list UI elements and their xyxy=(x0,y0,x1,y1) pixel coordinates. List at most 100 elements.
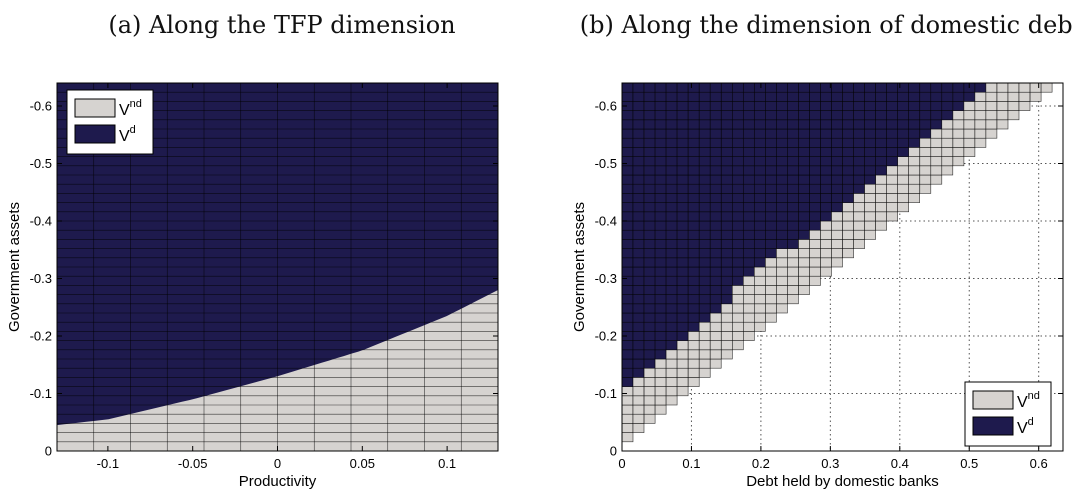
default-cell xyxy=(643,110,656,121)
no-default-cell xyxy=(1029,82,1042,93)
default-cell xyxy=(864,137,876,148)
default-cell xyxy=(654,183,667,194)
default-cell xyxy=(709,220,722,231)
default-cell xyxy=(853,137,865,148)
default-cell xyxy=(941,91,954,102)
no-default-cell xyxy=(963,128,976,139)
default-cell xyxy=(665,91,678,102)
no-default-cell xyxy=(974,91,987,102)
no-default-cell xyxy=(621,413,634,424)
default-cell xyxy=(809,119,821,130)
default-cell xyxy=(742,211,755,222)
default-cell xyxy=(698,82,711,93)
default-cell xyxy=(742,147,755,157)
default-cell xyxy=(643,358,656,369)
no-default-cell xyxy=(809,248,821,259)
default-cell xyxy=(698,285,711,295)
default-cell xyxy=(776,128,788,139)
default-cell xyxy=(632,137,645,148)
default-cell xyxy=(687,101,700,111)
default-cell xyxy=(753,248,766,259)
panel-a-y-tick-label: -0.2 xyxy=(30,329,52,344)
default-cell xyxy=(676,257,689,268)
default-cell xyxy=(698,110,711,121)
default-cell xyxy=(731,156,744,167)
default-cell xyxy=(864,119,876,130)
no-default-cell xyxy=(930,137,943,148)
default-cell xyxy=(720,211,733,222)
default-cell xyxy=(742,165,755,176)
no-default-cell xyxy=(853,202,865,213)
no-default-cell xyxy=(864,211,876,222)
default-cell xyxy=(621,91,634,102)
default-cell xyxy=(886,137,899,148)
default-cell xyxy=(643,312,656,323)
default-cell xyxy=(875,147,888,157)
default-cell xyxy=(765,193,777,203)
default-cell xyxy=(676,91,689,102)
default-cell xyxy=(742,257,755,268)
default-cell xyxy=(842,82,854,93)
default-cell xyxy=(742,128,755,139)
default-cell xyxy=(698,202,711,213)
default-cell xyxy=(676,147,689,157)
no-default-cell xyxy=(897,156,910,167)
default-cell xyxy=(875,137,888,148)
no-default-cell xyxy=(952,119,965,130)
default-cell xyxy=(742,110,755,121)
no-default-cell xyxy=(798,266,810,277)
no-default-cell xyxy=(643,386,656,397)
no-default-cell xyxy=(963,101,976,111)
no-default-cell xyxy=(787,275,799,286)
default-cell xyxy=(621,82,634,93)
default-cell xyxy=(632,257,645,268)
default-cell xyxy=(886,147,899,157)
default-cell xyxy=(632,239,645,249)
default-cell xyxy=(665,285,678,295)
default-cell xyxy=(654,321,667,332)
no-default-cell xyxy=(1007,82,1020,93)
default-cell xyxy=(643,229,656,240)
default-cell xyxy=(809,137,821,148)
no-default-cell xyxy=(765,285,777,295)
default-cell xyxy=(753,174,766,185)
default-cell xyxy=(787,101,799,111)
default-cell xyxy=(787,183,799,194)
default-cell xyxy=(654,312,667,323)
default-cell xyxy=(842,128,854,139)
default-cell xyxy=(787,128,799,139)
default-cell xyxy=(654,156,667,167)
default-cell xyxy=(665,147,678,157)
default-cell xyxy=(621,202,634,213)
no-default-cell xyxy=(820,239,832,249)
default-cell xyxy=(809,110,821,121)
default-cell xyxy=(753,119,766,130)
default-cell xyxy=(731,91,744,102)
default-cell xyxy=(820,193,832,203)
default-cell xyxy=(875,128,888,139)
default-cell xyxy=(776,119,788,130)
default-cell xyxy=(864,165,876,176)
no-default-cell xyxy=(753,321,766,332)
default-cell xyxy=(831,137,843,148)
no-default-cell xyxy=(864,220,876,231)
no-default-cell xyxy=(1040,82,1053,93)
default-cell xyxy=(765,82,777,93)
default-cell xyxy=(842,91,854,102)
default-cell xyxy=(654,220,667,231)
panel-a-y-tick-label: -0.3 xyxy=(30,271,52,286)
no-default-cell xyxy=(875,220,888,231)
no-default-cell xyxy=(919,165,932,176)
default-cell xyxy=(632,119,645,130)
default-cell xyxy=(831,183,843,194)
default-cell xyxy=(621,128,634,139)
no-default-cell xyxy=(753,275,766,286)
no-default-cell xyxy=(698,331,711,341)
default-cell xyxy=(731,183,744,194)
no-default-cell xyxy=(776,275,788,286)
no-default-cell xyxy=(776,248,788,259)
default-cell xyxy=(665,202,678,213)
no-default-cell xyxy=(930,156,943,167)
default-cell xyxy=(654,165,667,176)
default-cell xyxy=(654,331,667,341)
